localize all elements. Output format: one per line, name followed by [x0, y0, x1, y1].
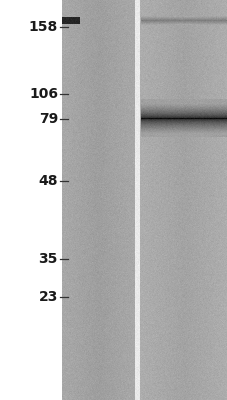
Text: 35: 35: [38, 252, 58, 266]
Text: 48: 48: [38, 174, 58, 188]
Text: 79: 79: [39, 112, 58, 126]
Text: 23: 23: [38, 290, 58, 304]
Text: 158: 158: [29, 20, 58, 34]
Text: 106: 106: [29, 87, 58, 101]
